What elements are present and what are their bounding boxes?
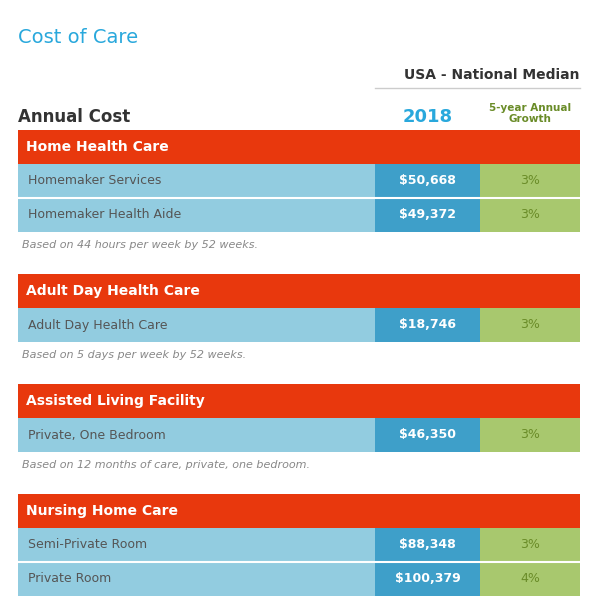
Text: $100,379: $100,379: [395, 573, 460, 585]
Bar: [375, 418, 480, 452]
Text: $50,668: $50,668: [399, 175, 456, 187]
Text: Homemaker Services: Homemaker Services: [28, 175, 161, 187]
Text: $46,350: $46,350: [399, 428, 456, 442]
Bar: [18, 308, 375, 342]
Text: 3%: 3%: [520, 208, 540, 222]
Text: Assisted Living Facility: Assisted Living Facility: [26, 394, 205, 408]
Text: $18,746: $18,746: [399, 318, 456, 332]
Text: Annual Cost: Annual Cost: [18, 108, 130, 126]
Bar: [375, 164, 480, 198]
Bar: [480, 308, 580, 342]
Bar: [18, 562, 375, 596]
Text: 3%: 3%: [520, 428, 540, 442]
Bar: [18, 418, 375, 452]
Text: Based on 5 days per week by 52 weeks.: Based on 5 days per week by 52 weeks.: [22, 350, 246, 360]
Bar: [18, 274, 580, 308]
Bar: [375, 198, 480, 232]
Bar: [18, 528, 375, 562]
Bar: [18, 164, 375, 198]
Bar: [18, 198, 375, 232]
Bar: [375, 562, 480, 596]
Text: Home Health Care: Home Health Care: [26, 140, 169, 154]
Bar: [375, 308, 480, 342]
Text: 2018: 2018: [402, 108, 453, 126]
Bar: [480, 528, 580, 562]
Bar: [375, 528, 480, 562]
Text: Semi-Private Room: Semi-Private Room: [28, 539, 147, 551]
Text: 3%: 3%: [520, 318, 540, 332]
Bar: [480, 418, 580, 452]
Bar: [18, 130, 580, 164]
Text: $49,372: $49,372: [399, 208, 456, 222]
Text: Cost of Care: Cost of Care: [18, 28, 138, 47]
Text: Private, One Bedroom: Private, One Bedroom: [28, 428, 166, 442]
Text: 3%: 3%: [520, 539, 540, 551]
Text: Based on 12 months of care, private, one bedroom.: Based on 12 months of care, private, one…: [22, 460, 310, 470]
Text: USA - National Median: USA - National Median: [404, 68, 580, 82]
Text: 4%: 4%: [520, 573, 540, 585]
Bar: [480, 164, 580, 198]
Text: $88,348: $88,348: [399, 539, 456, 551]
Bar: [18, 384, 580, 418]
Bar: [18, 494, 580, 528]
Bar: [480, 198, 580, 232]
Text: Private Room: Private Room: [28, 573, 111, 585]
Text: Adult Day Health Care: Adult Day Health Care: [26, 284, 200, 298]
Text: 5-year Annual
Growth: 5-year Annual Growth: [489, 103, 571, 124]
Text: Adult Day Health Care: Adult Day Health Care: [28, 318, 167, 332]
Text: Nursing Home Care: Nursing Home Care: [26, 504, 178, 518]
Text: 3%: 3%: [520, 175, 540, 187]
Text: Homemaker Health Aide: Homemaker Health Aide: [28, 208, 181, 222]
Bar: [480, 562, 580, 596]
Text: Based on 44 hours per week by 52 weeks.: Based on 44 hours per week by 52 weeks.: [22, 240, 258, 250]
